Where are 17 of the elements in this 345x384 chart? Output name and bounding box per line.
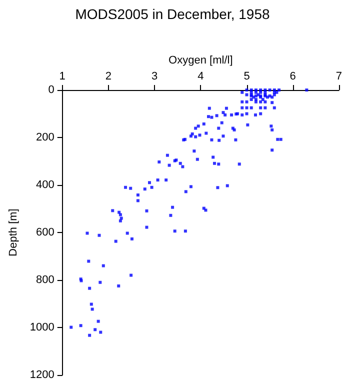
x-tick-label: 7 [336,70,342,82]
x-tick-label: 1 [59,70,66,82]
y-tick-label: 800 [36,274,54,286]
y-tick-label: 0 [48,84,54,96]
x-tick-label: 4 [198,70,204,82]
y-tick-label: 1200 [30,369,54,381]
x-tick-label: 3 [152,70,158,82]
x-tick-label: 6 [290,70,296,82]
x-tick-label: 2 [105,70,112,82]
y-tick-label: 600 [36,226,54,238]
y-tick-label: 400 [36,179,54,191]
chart-title: MODS2005 in December, 1958 [75,6,270,22]
y-tick-label: 1000 [30,322,54,334]
x-axis-title: Oxygen [ml/l] [168,54,233,67]
x-tick-label: 5 [244,70,250,82]
y-tick-label: 200 [36,132,54,144]
y-axis-title: Depth [m] [8,208,20,256]
